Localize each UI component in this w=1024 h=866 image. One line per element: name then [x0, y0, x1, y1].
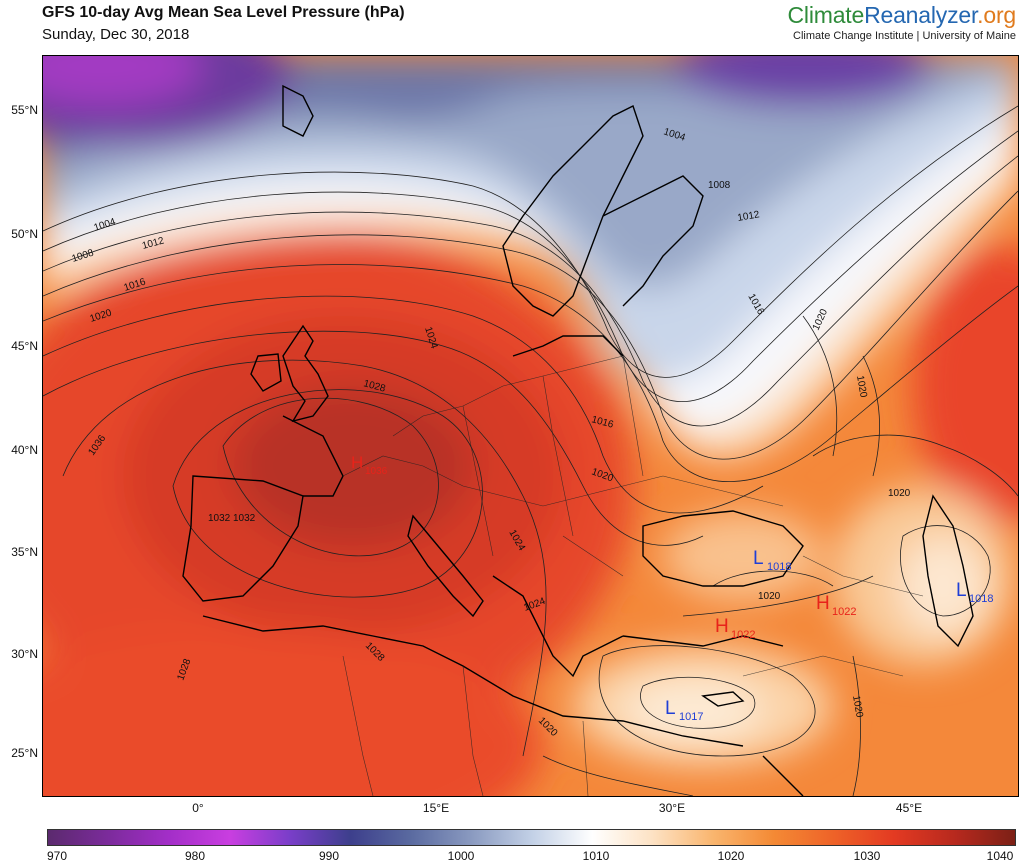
colorbar-tick: 980: [184, 849, 206, 863]
isobar-label: 1020: [854, 375, 869, 399]
colorbar-tick: 990: [318, 849, 340, 863]
colorbar-tick: 1030: [853, 849, 881, 863]
lon-label: 0°: [192, 801, 204, 815]
lat-label: 55°N: [11, 103, 38, 117]
lat-label: 30°N: [11, 647, 38, 661]
colorbar-tick: 970: [46, 849, 68, 863]
institution-text: Climate Change Institute | University of…: [793, 30, 1016, 42]
low-center-symbol: L: [956, 580, 967, 601]
colorbar-tick: 1040: [986, 849, 1014, 863]
country-borders: [342, 355, 924, 796]
isobar-label: 1020: [888, 488, 911, 499]
high-center-value: 1022: [832, 606, 856, 618]
isobar-label: 1032: [208, 513, 231, 524]
lat-label: 40°N: [11, 443, 38, 457]
lat-label: 45°N: [11, 339, 38, 353]
lat-label: 35°N: [11, 545, 38, 559]
colorbar-tick: 1000: [447, 849, 475, 863]
lon-label: 45°E: [895, 801, 923, 815]
brand-logo-text[interactable]: ClimateReanalyzer.org: [787, 2, 1017, 29]
colorbar: [47, 829, 1016, 846]
pressure-field-shading: [43, 56, 1018, 796]
colorbar-tick: 1010: [582, 849, 610, 863]
high-center-symbol: H: [816, 593, 830, 614]
pressure-map-svg: 1004 1008 1012 1016 1020 1024 1028 1032 …: [43, 56, 1018, 796]
low-center-value: 1018: [767, 561, 791, 573]
brand-part-climate: Climate: [787, 2, 865, 28]
low-center-value: 1018: [969, 593, 993, 605]
low-center-value: 1017: [679, 711, 703, 723]
brand-part-reanalyzer: Reanalyzer: [864, 2, 978, 28]
pressure-centers: H 1036 L 1018 H 1022 L 1018 H 1022 L 101…: [351, 453, 993, 723]
pressure-map: 1004 1008 1012 1016 1020 1024 1028 1032 …: [42, 55, 1019, 797]
lat-label: 50°N: [11, 227, 38, 241]
high-center-symbol: H: [351, 453, 363, 472]
low-center-symbol: L: [665, 698, 676, 719]
map-title: GFS 10-day Avg Mean Sea Level Pressure (…: [42, 4, 405, 21]
lon-label: 30°E: [658, 801, 686, 815]
isobar-label: 1008: [708, 180, 731, 191]
high-center-value: 1036: [365, 466, 388, 477]
high-center-value: 1022: [731, 629, 755, 641]
isobar-label: 1020: [850, 695, 865, 719]
isobars: [43, 105, 1018, 796]
colorbar-tick: 1020: [717, 849, 745, 863]
isobar-label: 1020: [758, 591, 781, 602]
brand-part-org: .org: [977, 2, 1016, 28]
lon-label: 15°E: [422, 801, 450, 815]
isobar-label: 1032: [233, 513, 256, 524]
map-date: Sunday, Dec 30, 2018: [42, 26, 190, 43]
isobar-label: 1012: [737, 209, 761, 224]
high-center-symbol: H: [715, 616, 729, 637]
low-center-symbol: L: [753, 548, 764, 569]
lat-label: 25°N: [11, 746, 38, 760]
brand[interactable]: ClimateReanalyzer.org Climate Change Ins…: [787, 2, 1017, 42]
